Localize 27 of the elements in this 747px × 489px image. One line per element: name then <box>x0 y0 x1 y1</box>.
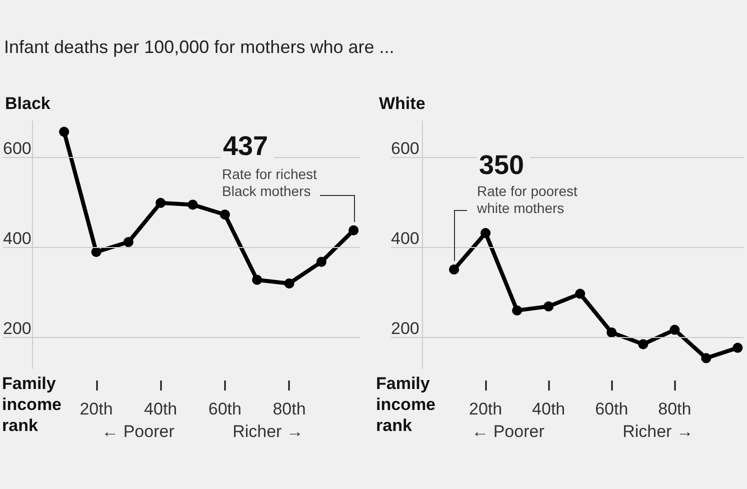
y-tick-label: 400 <box>3 229 32 248</box>
x-axis-title: Family income rank <box>2 374 66 435</box>
y-tick-label: 200 <box>3 319 32 338</box>
text: ← Poorer <box>472 422 544 442</box>
y-tick-label: 600 <box>3 139 32 158</box>
x-axis-title: Family income rank <box>376 374 440 435</box>
text: Richer → <box>622 422 694 442</box>
x-tick-label: 40th <box>144 400 178 418</box>
x-tick-label: 20th <box>469 400 502 418</box>
x-tick-label: 60th <box>208 400 242 418</box>
x-tick-label: 80th <box>272 400 306 418</box>
x-tick-label: 80th <box>658 400 692 418</box>
chart-title: Infant deaths per 100,000 for mothers who are ... <box>4 37 394 58</box>
text: ← Poorer <box>102 422 174 442</box>
text: Richer → <box>232 422 304 442</box>
annotation: Rate for poorest white mothers <box>477 183 578 217</box>
y-tick-label: 400 <box>391 229 420 248</box>
annotation: 437 <box>221 130 274 162</box>
annotation: Rate for richest Black mothers <box>222 166 318 200</box>
chart-subtitle: Black <box>5 94 51 113</box>
x-tick-label: 40th <box>532 400 566 418</box>
y-tick-label: 200 <box>391 319 420 338</box>
y-tick-label: 600 <box>391 139 420 158</box>
chart-subtitle: White <box>379 94 426 113</box>
x-tick-label: 20th <box>80 400 113 418</box>
annotation: 350 <box>477 149 530 181</box>
x-tick-label: 60th <box>595 400 628 418</box>
